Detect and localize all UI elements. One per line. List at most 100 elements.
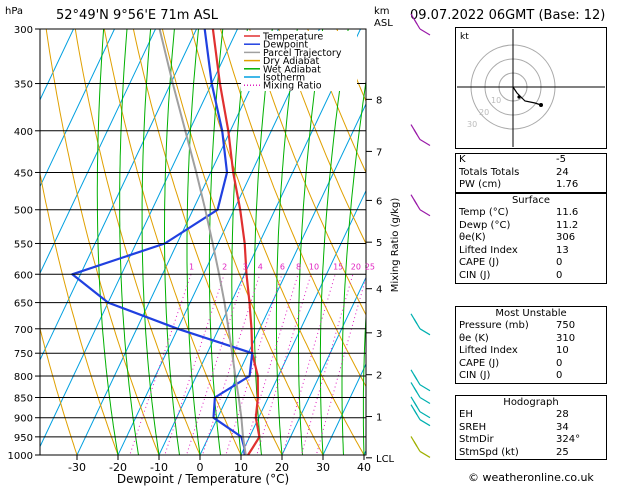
wet-adiabat-line (298, 29, 324, 455)
mixing-ratio-label: 1 (189, 262, 194, 271)
wet-adiabat-line (341, 78, 366, 455)
panel-row-value: -5 (556, 154, 566, 165)
panel-row-value: 13 (556, 244, 569, 256)
panel-row-label: Pressure (mb) (459, 320, 529, 331)
x-axis-title: Dewpoint / Temperature (°C) (117, 472, 289, 486)
km-tick-label: 6 (376, 196, 382, 207)
km-tick-label: 2 (376, 371, 382, 382)
location-label: 52°49'N 9°56'E 71m ASL (56, 8, 218, 23)
panel-row-value: 24 (556, 166, 569, 178)
panel-row-label: Temp (°C) (459, 207, 509, 218)
panel-row-label: CAPE (J) (459, 357, 500, 369)
panel-row-value: 306 (556, 232, 576, 244)
pressure-tick-label: 900 (14, 414, 33, 425)
hodograph-ring-label: 20 (479, 108, 489, 117)
legend-label: Wet Adiabat (263, 64, 321, 75)
wind-barb (419, 419, 431, 427)
wet-adiabat-line (231, 29, 248, 455)
mixing-ratio-line (315, 275, 366, 455)
legend-label: Dewpoint (263, 40, 308, 51)
pressure-tick-label: 300 (14, 25, 33, 36)
panel-row: Dewp (°C) 11.2 (456, 220, 606, 233)
panel-row-label: θe (K) (459, 332, 489, 344)
panel-row-value: 25 (556, 446, 569, 458)
mixing-ratio-label: 8 (296, 262, 301, 271)
isotherm-line (240, 189, 366, 455)
hodograph-unit: kt (460, 32, 469, 42)
panel-row-value: 750 (556, 320, 576, 331)
pressure-tick-label: 800 (14, 372, 33, 383)
pressure-tick-label: 350 (14, 80, 33, 91)
panel-row: CIN (J) 0 (456, 270, 606, 283)
legend-label: Parcel Trajectory (263, 48, 342, 59)
panel-row-label: SREH (459, 421, 487, 433)
pressure-axis-title: hPa (5, 6, 23, 17)
km-tick-label: 1 (376, 413, 382, 424)
panel-row: CAPE (J) 0 (456, 257, 606, 270)
panel-row-value: 0 (556, 370, 563, 382)
datetime-label: 09.07.2022 06GMT (Base: 12) (410, 8, 606, 23)
wind-barb (419, 450, 431, 458)
km-tick-label: 3 (376, 329, 382, 340)
wind-barb (419, 411, 431, 419)
mixing-ratio-label: 3 (243, 262, 248, 271)
mixing-ratio-line (201, 274, 261, 455)
dry-adiabat-line (249, 29, 366, 316)
legend-label: Temperature (262, 32, 323, 43)
wind-barb (419, 384, 431, 392)
legend-label: Mixing Ratio (263, 81, 322, 92)
hodograph-table-panel: Hodograph EH 28 SREH 34 StmDir 324° StmSpd (kt)… (455, 395, 607, 461)
panel-row-value: 10 (556, 345, 569, 357)
legend-label: Isotherm (263, 73, 305, 84)
panel-row: Temp (°C) 11.6 (456, 207, 606, 220)
wet-adiabat-line (96, 29, 119, 455)
panel-row-label: CIN (J) (459, 269, 491, 281)
panel-row-value: 11.2 (556, 219, 579, 231)
pressure-tick-label: 600 (14, 270, 33, 281)
wet-adiabat-line (275, 29, 298, 455)
wind-barbs (410, 13, 431, 458)
pressure-tick-label: 700 (14, 325, 33, 336)
wet-adiabat-line (362, 307, 366, 455)
height-unit-label-asl: ASL (374, 18, 393, 29)
panel-row: CAPE (J) 0 (456, 358, 606, 371)
panel-row-value: 11.6 (556, 207, 579, 218)
isotherm-line (40, 29, 75, 101)
pressure-tick-label: 850 (14, 393, 33, 404)
panel-row: PW (cm) 1.76 (456, 179, 606, 192)
background-lines (40, 5, 629, 473)
mixing-ratio-line (164, 274, 225, 455)
x-tick-label: 10 (234, 461, 248, 474)
hodograph-trace (512, 86, 542, 106)
wind-barb-flag (410, 194, 418, 206)
mixing-ratio-label: 2 (222, 262, 227, 271)
panel-row: EH 28 (456, 409, 606, 422)
panel-row-label: Lifted Index (459, 345, 518, 357)
indices-panel: K -5 Totals Totals 24 PW (cm) 1.76 (455, 153, 607, 193)
mixing-ratio-label: 6 (280, 262, 285, 271)
panel-row: StmDir 324° (456, 434, 606, 447)
panel-row-label: Totals Totals (459, 166, 520, 178)
wind-barb (419, 28, 431, 36)
wind-barb-flag (410, 13, 418, 25)
panel-title: Hodograph (503, 397, 559, 408)
mixing-ratio-line (300, 274, 354, 455)
panel-row-value: 28 (556, 409, 569, 420)
x-tick-label: -20 (109, 461, 127, 474)
panel-row-label: PW (cm) (459, 179, 502, 191)
x-tick-label: -30 (68, 461, 86, 474)
dry-adiabat-line (613, 5, 629, 473)
wind-barb (419, 328, 431, 336)
wind-barb (419, 209, 431, 217)
panel-row: Totals Totals 24 (456, 167, 606, 180)
panel-row-label: CIN (J) (459, 370, 491, 382)
panel-row: CIN (J) 0 (456, 370, 606, 383)
dry-adiabat-line (307, 29, 366, 174)
wet-adiabat-line (164, 29, 181, 455)
dry-adiabat-line (132, 29, 283, 455)
panel-row-label: K (459, 154, 466, 165)
dry-adiabat-line (40, 171, 119, 455)
